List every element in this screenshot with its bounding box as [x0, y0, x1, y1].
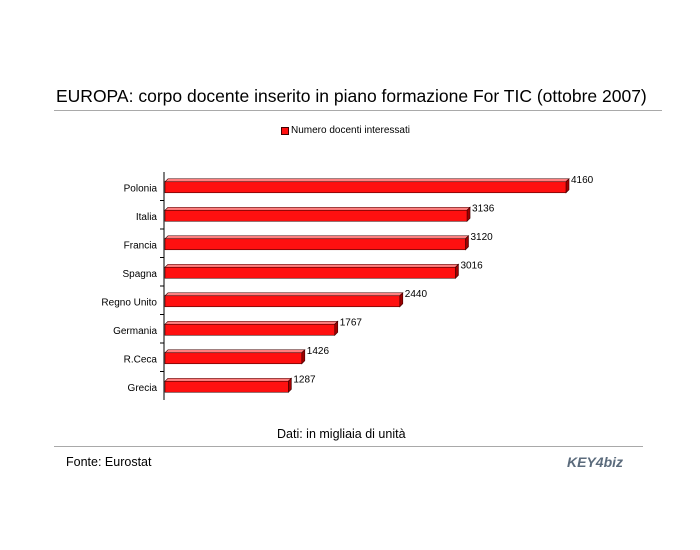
y-tick-label: R.Ceca — [124, 354, 158, 365]
y-tick-label: Italia — [136, 212, 158, 223]
data-label: 1287 — [293, 374, 316, 385]
bar-top-face — [164, 377, 293, 382]
source-note: Fonte: Eurostat — [66, 455, 152, 469]
units-note: Dati: in migliaia di unità — [277, 427, 406, 441]
bar — [164, 238, 466, 251]
data-label: 1767 — [340, 317, 363, 328]
chart-legend: Numero docenti interessati — [281, 125, 410, 136]
bar — [164, 352, 303, 365]
bar — [164, 380, 289, 393]
bar-top-face — [164, 206, 471, 211]
bar-top-face — [164, 292, 404, 297]
y-tick-label: Spagna — [123, 269, 158, 280]
data-label: 3016 — [460, 260, 483, 271]
data-label: 1426 — [307, 346, 330, 357]
legend-label: Numero docenti interessati — [291, 125, 410, 136]
data-label: 4160 — [571, 175, 594, 186]
footer-divider — [54, 446, 643, 447]
key4biz-logo: KEY4biz — [567, 454, 623, 470]
y-tick-label: Regno Unito — [101, 297, 157, 308]
y-tick-label: Grecia — [128, 383, 158, 394]
chart-title: EUROPA: corpo docente inserito in piano … — [56, 86, 647, 106]
data-label: 3120 — [471, 232, 494, 243]
bar — [164, 209, 468, 222]
data-label: 2440 — [405, 289, 428, 300]
y-tick-label: Francia — [124, 240, 158, 251]
bar-top-face — [164, 235, 470, 240]
y-tick-label: Polonia — [124, 183, 158, 194]
bar — [164, 181, 567, 194]
data-label: 3136 — [472, 203, 495, 214]
bar-top-face — [164, 178, 570, 183]
bar — [164, 295, 401, 308]
bar — [164, 266, 456, 279]
bar — [164, 323, 336, 336]
title-divider — [54, 110, 662, 111]
bar-top-face — [164, 349, 306, 354]
bar-top-face — [164, 320, 339, 325]
y-tick-label: Germania — [113, 326, 157, 337]
logo-text: KEY4biz — [567, 454, 623, 470]
legend-swatch — [281, 126, 289, 135]
bar-top-face — [164, 263, 460, 268]
